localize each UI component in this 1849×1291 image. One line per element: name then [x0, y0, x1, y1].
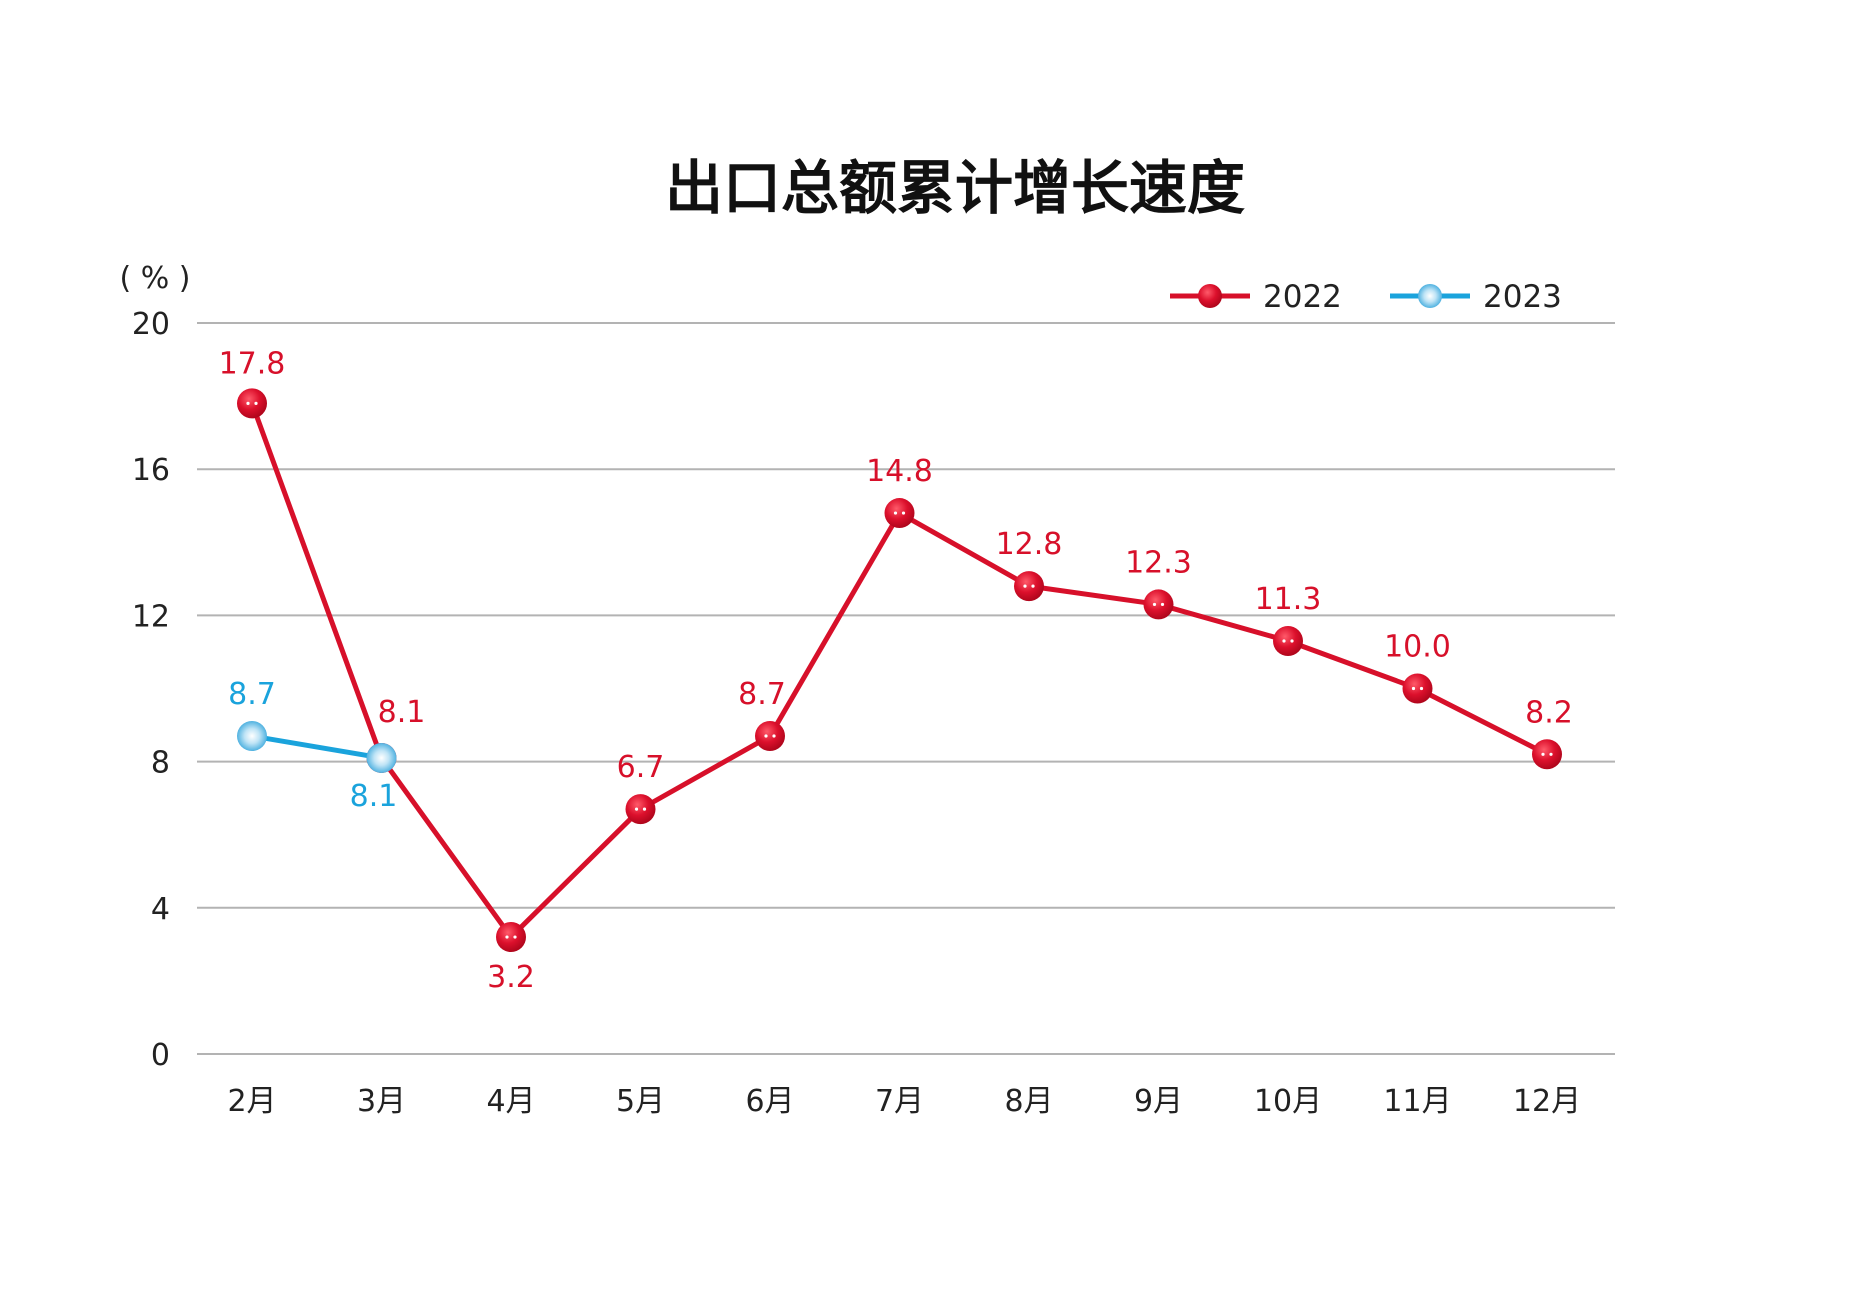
data-label-2022: 14.8: [866, 454, 933, 489]
point-highlight: [1541, 752, 1545, 756]
point-highlight: [1411, 686, 1416, 691]
point-highlight: [1023, 584, 1027, 588]
point-2022-2月: [237, 388, 267, 419]
x-tick-label: 4月: [486, 1084, 535, 1119]
data-label-2022: 6.7: [617, 750, 665, 785]
x-tick-label: 5月: [616, 1084, 665, 1119]
point-highlight: [772, 734, 776, 738]
y-tick-label: 16: [132, 453, 170, 488]
point-highlight: [1152, 602, 1157, 607]
data-label-2022: 8.7: [738, 677, 786, 712]
data-label-2023: 8.1: [350, 779, 398, 814]
point-highlight: [642, 807, 647, 811]
data-label-2022: 12.8: [996, 527, 1063, 562]
data-label-2022: 8.1: [378, 695, 426, 730]
y-tick-label: 4: [151, 892, 170, 927]
series-layer: [237, 388, 1562, 953]
point-2022-6月: [755, 721, 785, 752]
data-label-2022: 11.3: [1255, 582, 1322, 617]
point-2022-10月: [1273, 625, 1303, 656]
point-highlight: [513, 935, 517, 939]
legend-item-2023: 2023: [1390, 279, 1562, 315]
point-2022-8月: [1014, 571, 1044, 602]
point-highlight: [1419, 686, 1424, 691]
data-label-2022: 8.2: [1525, 695, 1573, 730]
data-labels-layer: 17.8 8.1 3.2 6.7 8.7 14.8 12.8 12.3 11.3 10.0 8.2 8…: [219, 346, 1573, 995]
point-highlight: [1031, 584, 1035, 588]
point-2023-2月: [237, 721, 267, 752]
legend: 2022 2023: [1170, 279, 1562, 315]
data-label-2022: 10.0: [1384, 630, 1451, 665]
x-tick-label: 2月: [227, 1084, 276, 1119]
legend-label-2022: 2022: [1263, 279, 1342, 315]
point-2022-4月: [496, 922, 526, 953]
legend-marker-2023: [1418, 284, 1442, 308]
data-label-2022: 17.8: [219, 346, 286, 381]
series-line-2023: [251, 733, 382, 761]
x-tick-label: 8月: [1004, 1084, 1053, 1119]
point-highlight: [1282, 639, 1286, 643]
x-tick-label: 9月: [1134, 1084, 1183, 1119]
y-tick-label: 0: [151, 1038, 170, 1073]
gridlines: [197, 322, 1615, 1055]
point-2022-7月: [884, 498, 915, 529]
unit-label: ( % ): [120, 261, 191, 296]
data-label-2022: 12.3: [1125, 545, 1192, 580]
point-2022-9月: [1143, 589, 1174, 620]
point-highlight: [634, 807, 639, 811]
x-tick-label: 11月: [1383, 1084, 1451, 1119]
y-tick-label: 20: [132, 307, 170, 342]
point-2022-11月: [1402, 673, 1433, 704]
data-label-2022: 3.2: [487, 960, 535, 995]
x-tick-label: 7月: [875, 1084, 924, 1119]
point-highlight: [1549, 752, 1553, 756]
y-tick-label: 8: [151, 746, 170, 781]
point-highlight: [893, 511, 898, 515]
legend-marker-2022: [1198, 284, 1222, 308]
y-axis-ticks: 0 4 8 12 16 20: [132, 307, 170, 1073]
legend-label-2023: 2023: [1483, 279, 1562, 315]
point-highlight: [764, 734, 768, 738]
point-highlight: [1160, 602, 1165, 607]
point-highlight: [246, 401, 250, 406]
point-2022-12月: [1532, 739, 1562, 770]
data-label-2023: 8.7: [228, 677, 276, 712]
y-tick-label: 12: [132, 599, 170, 634]
legend-item-2022: 2022: [1170, 279, 1342, 315]
point-2022-5月: [625, 794, 656, 825]
point-highlight: [505, 935, 509, 939]
x-tick-label: 3月: [357, 1084, 406, 1119]
chart-title: 出口总额累计增长速度: [665, 154, 1245, 222]
x-tick-label: 10月: [1254, 1084, 1322, 1119]
point-highlight: [901, 511, 906, 515]
point-highlight: [254, 401, 258, 406]
point-highlight: [1290, 639, 1294, 643]
x-axis-ticks: 2月 3月 4月 5月 6月 7月 8月 9月 10月 11月 12月: [227, 1084, 1581, 1119]
x-tick-label: 6月: [745, 1084, 794, 1119]
point-2023-3月: [366, 742, 397, 773]
x-tick-label: 12月: [1513, 1084, 1581, 1119]
